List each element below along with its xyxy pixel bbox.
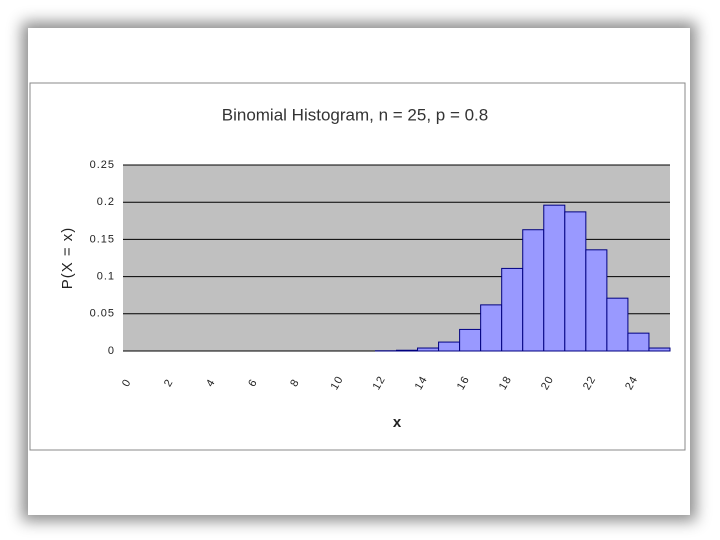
bar: [480, 304, 503, 352]
bar: [459, 328, 482, 352]
bar: [522, 229, 545, 352]
y-tick-label: 0.1: [97, 271, 115, 283]
y-tick-label: 0.05: [90, 308, 115, 320]
bar: [564, 211, 587, 352]
y-tick-label: 0.2: [97, 196, 115, 208]
x-axis-label: x: [393, 414, 402, 431]
y-axis-label: P(X = x): [59, 227, 76, 290]
y-tick-label: 0: [108, 345, 115, 357]
bar: [627, 332, 650, 352]
bar: [648, 347, 671, 352]
bar: [543, 204, 566, 352]
chart-title: Binomial Histogram, n = 25, p = 0.8: [222, 105, 488, 124]
bar: [501, 267, 524, 352]
bar: [585, 249, 608, 352]
y-tick-label: 0.25: [90, 159, 115, 171]
bar: [606, 297, 629, 352]
bar: [417, 347, 440, 352]
y-tick-label: 0.15: [90, 233, 115, 245]
bar: [396, 349, 419, 352]
bar: [438, 341, 461, 352]
